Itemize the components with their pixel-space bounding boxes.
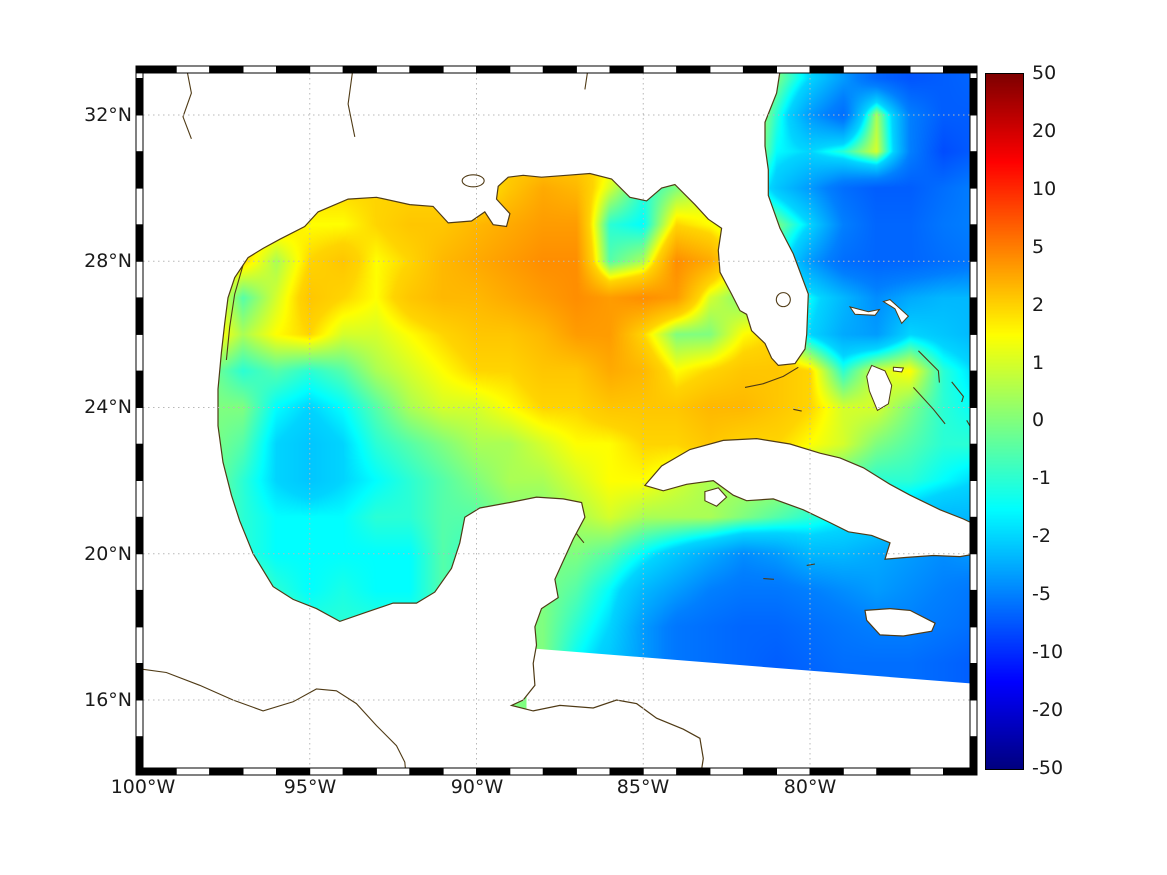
colorbar — [985, 73, 1024, 770]
colorbar-tick-label: -2 — [1032, 525, 1051, 547]
colorbar-tick-label: 5 — [1032, 236, 1045, 258]
colorbar-tick-label: 50 — [1032, 62, 1057, 84]
colorbar-tick-label: 0 — [1032, 409, 1045, 431]
colorbar-tick-label: 20 — [1032, 120, 1057, 142]
colorbar-tick-label: 2 — [1032, 294, 1045, 316]
y-tick-label: 24°N — [84, 396, 132, 418]
x-tick-label: 100°W — [110, 776, 176, 798]
y-tick-label: 16°N — [84, 689, 132, 711]
x-tick-label: 90°W — [450, 776, 504, 798]
colorbar-tick-label: -1 — [1032, 467, 1051, 489]
x-tick-label: 80°W — [783, 776, 837, 798]
colorbar-tick-label: 1 — [1032, 352, 1045, 374]
colorbar-tick-label: -10 — [1032, 641, 1064, 663]
colorbar-tick-label: -50 — [1032, 757, 1064, 779]
x-tick-label: 85°W — [616, 776, 670, 798]
colorbar-tick-label: 10 — [1032, 178, 1057, 200]
x-tick-label: 95°W — [283, 776, 337, 798]
y-tick-label: 32°N — [84, 104, 132, 126]
y-tick-label: 28°N — [84, 250, 132, 272]
colorbar-tick-label: -20 — [1032, 699, 1064, 721]
y-tick-label: 20°N — [84, 543, 132, 565]
colorbar-tick-label: -5 — [1032, 583, 1051, 605]
